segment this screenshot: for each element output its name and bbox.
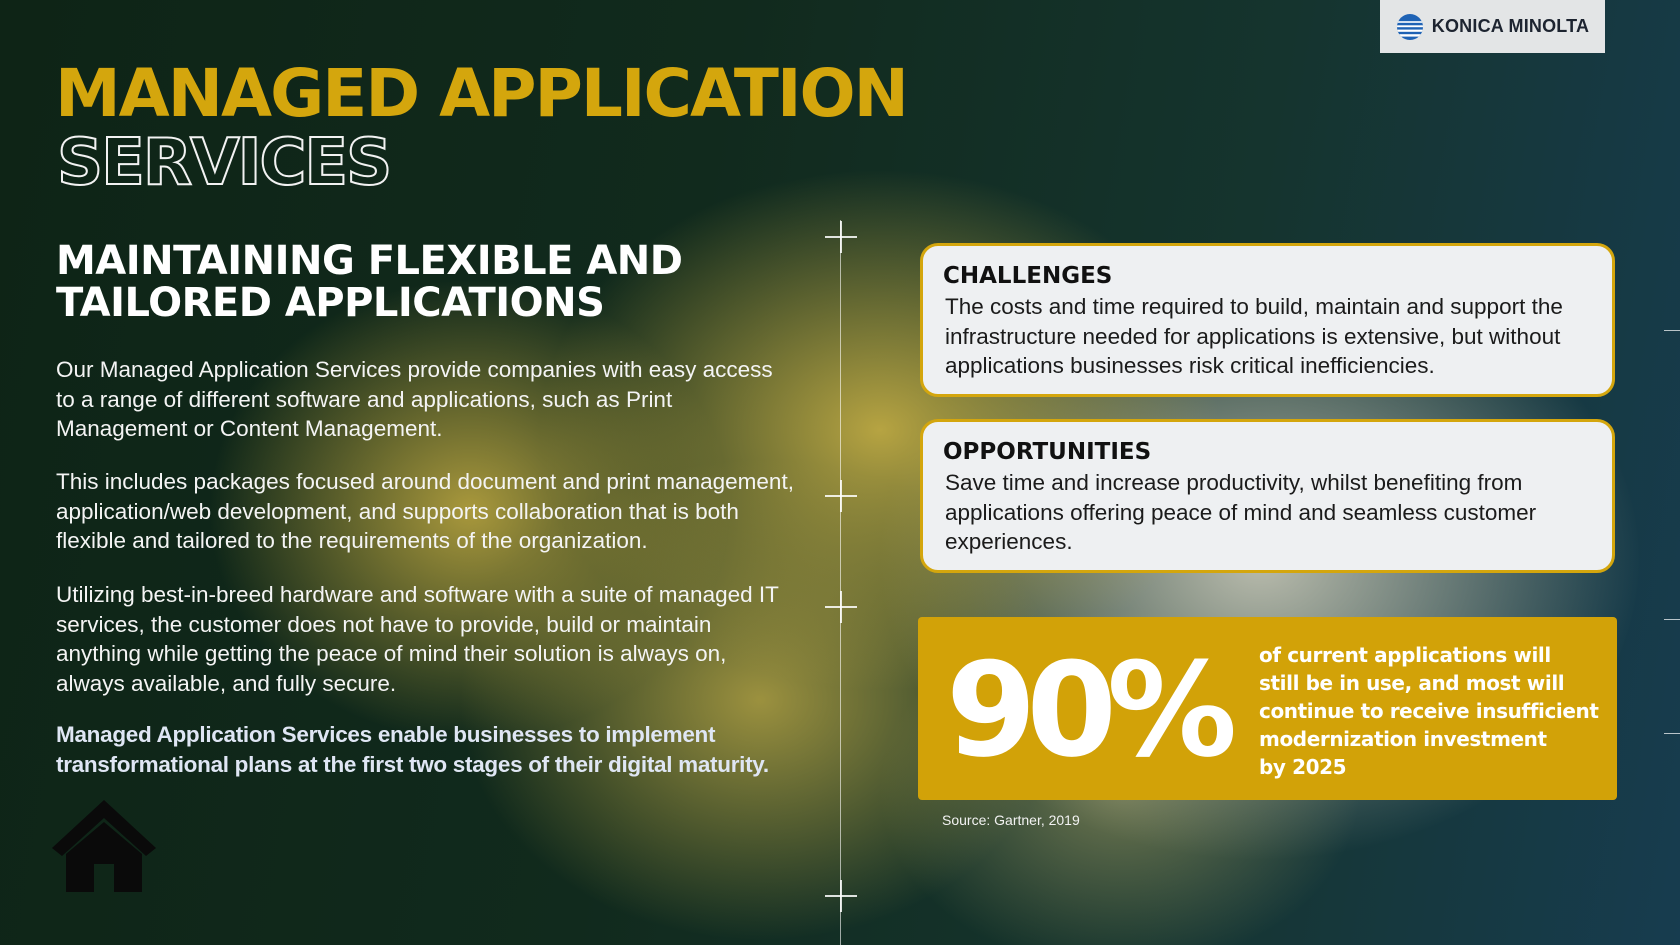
konica-minolta-globe-icon — [1396, 13, 1423, 40]
section-heading-line2: TAILORED APPLICATIONS — [56, 280, 605, 326]
opportunities-body: Save time and increase productivity, whi… — [945, 470, 1537, 554]
challenges-card: CHALLENGES The costs and time required t… — [920, 243, 1615, 397]
statistic-line: of current applications will — [1259, 643, 1551, 667]
home-icon[interactable] — [48, 796, 160, 892]
source-citation: Source: Gartner, 2019 — [942, 812, 1080, 828]
packages-paragraph: This includes packages focused around do… — [56, 469, 794, 553]
edge-tick-marker — [1664, 733, 1680, 734]
opportunities-card: OPPORTUNITIES Save time and increase pro… — [920, 419, 1615, 573]
crosshair-marker — [825, 591, 857, 623]
crosshair-marker — [825, 480, 857, 512]
page-title-line2: SERVICES — [56, 126, 393, 200]
lead-statement: Managed Application Services enable busi… — [56, 722, 769, 777]
statistic-callout: 90% of current applications will still b… — [918, 617, 1617, 800]
logo-wordmark: KONICA MINOLTA — [1431, 16, 1590, 36]
edge-tick-marker — [1664, 619, 1680, 620]
brand-logo: KONICA MINOLTA — [1380, 0, 1605, 53]
intro-paragraph: Our Managed Application Services provide… — [56, 357, 773, 441]
section-heading: MAINTAINING FLEXIBLE AND TAILORED APPLIC… — [56, 240, 816, 324]
page-title-line1: MANAGED APPLICATION — [55, 55, 909, 132]
challenges-body: The costs and time required to build, ma… — [945, 294, 1563, 378]
statistic-line: modernization investment — [1259, 727, 1547, 751]
crosshair-marker — [825, 221, 857, 253]
statistic-line: still be in use, and most will — [1259, 671, 1565, 695]
opportunities-title: OPPORTUNITIES — [943, 439, 1152, 465]
challenges-title: CHALLENGES — [943, 263, 1113, 289]
edge-tick-marker — [1664, 330, 1680, 331]
vertical-guide-line — [840, 220, 841, 945]
statistic-line: by 2025 — [1259, 755, 1347, 779]
section-heading-line1: MAINTAINING FLEXIBLE AND — [56, 238, 683, 284]
crosshair-marker — [825, 880, 857, 912]
statistic-description: of current applications will still be in… — [1259, 641, 1599, 781]
hardware-paragraph: Utilizing best-in-breed hardware and sof… — [56, 582, 779, 696]
statistic-line: continue to receive insufficient — [1259, 699, 1599, 723]
statistic-value: 90% — [946, 634, 1237, 786]
